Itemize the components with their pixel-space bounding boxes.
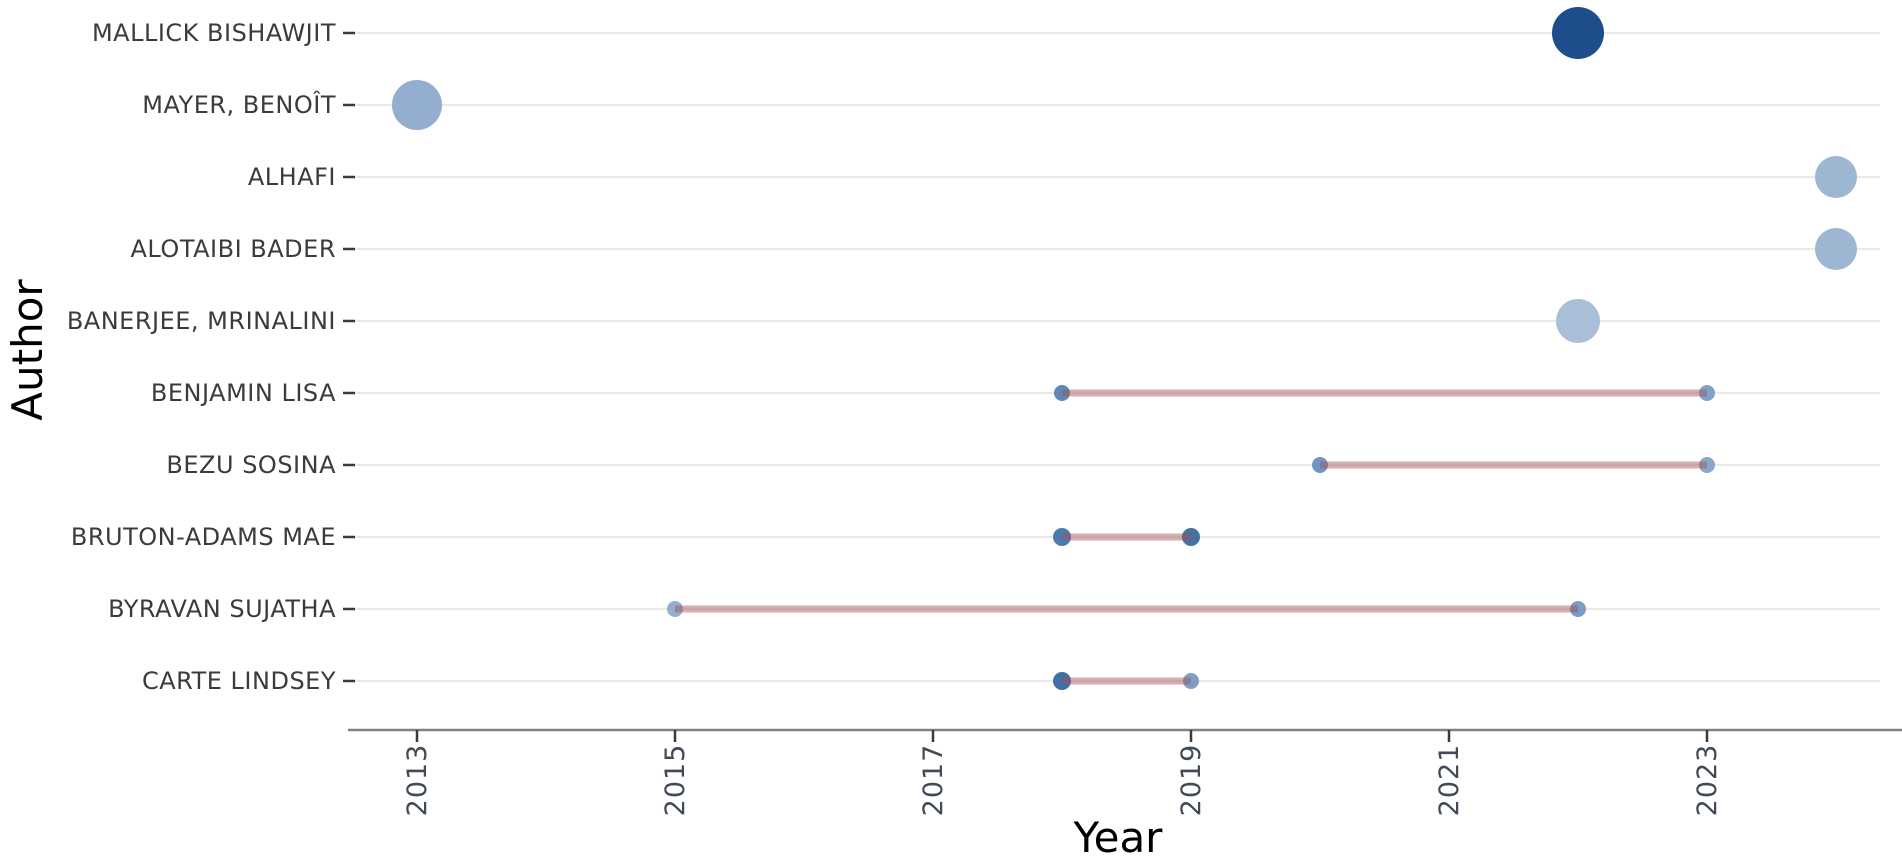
data-point[interactable] [1699,385,1715,401]
data-point[interactable] [1815,228,1857,270]
author-label: MAYER, BENOÎT [142,90,336,119]
x-tick-label: 2013 [402,744,433,817]
author-label: ALHAFI [248,163,336,191]
author-label: BEZU SOSINA [166,451,336,479]
author-label: CARTE LINDSEY [142,667,336,695]
x-tick-label: 2019 [1176,744,1207,817]
x-tick-label: 2023 [1692,744,1723,817]
data-point[interactable] [1815,156,1857,198]
data-point[interactable] [1312,457,1328,473]
author-label: MALLICK BISHAWJIT [92,19,336,47]
author-label: BYRAVAN SUJATHA [108,595,336,623]
plot-area: MALLICK BISHAWJIT MAYER, BENOÎT ALHAFI ALOT… [67,7,1902,816]
data-point[interactable] [392,80,442,130]
x-tick-label: 2015 [660,744,691,817]
data-point[interactable] [1053,528,1071,546]
data-point[interactable] [1570,601,1586,617]
x-axis-title: Year [1073,813,1164,862]
author-label: BRUTON-ADAMS MAE [71,523,336,551]
data-point[interactable] [1183,673,1199,689]
author-label: ALOTAIBI BADER [131,235,337,263]
data-point[interactable] [1552,7,1604,59]
data-point[interactable] [1182,528,1200,546]
x-tick-label: 2017 [918,744,949,817]
y-axis-title: Author [3,279,52,421]
author-label: BANERJEE, MRINALINI [67,307,336,335]
data-point[interactable] [1054,385,1070,401]
x-tick-label: 2021 [1434,744,1465,817]
author-label: BENJAMIN LISA [151,379,336,407]
data-point[interactable] [1053,672,1071,690]
data-point[interactable] [1699,457,1715,473]
data-point[interactable] [667,601,683,617]
data-point[interactable] [1556,299,1600,343]
